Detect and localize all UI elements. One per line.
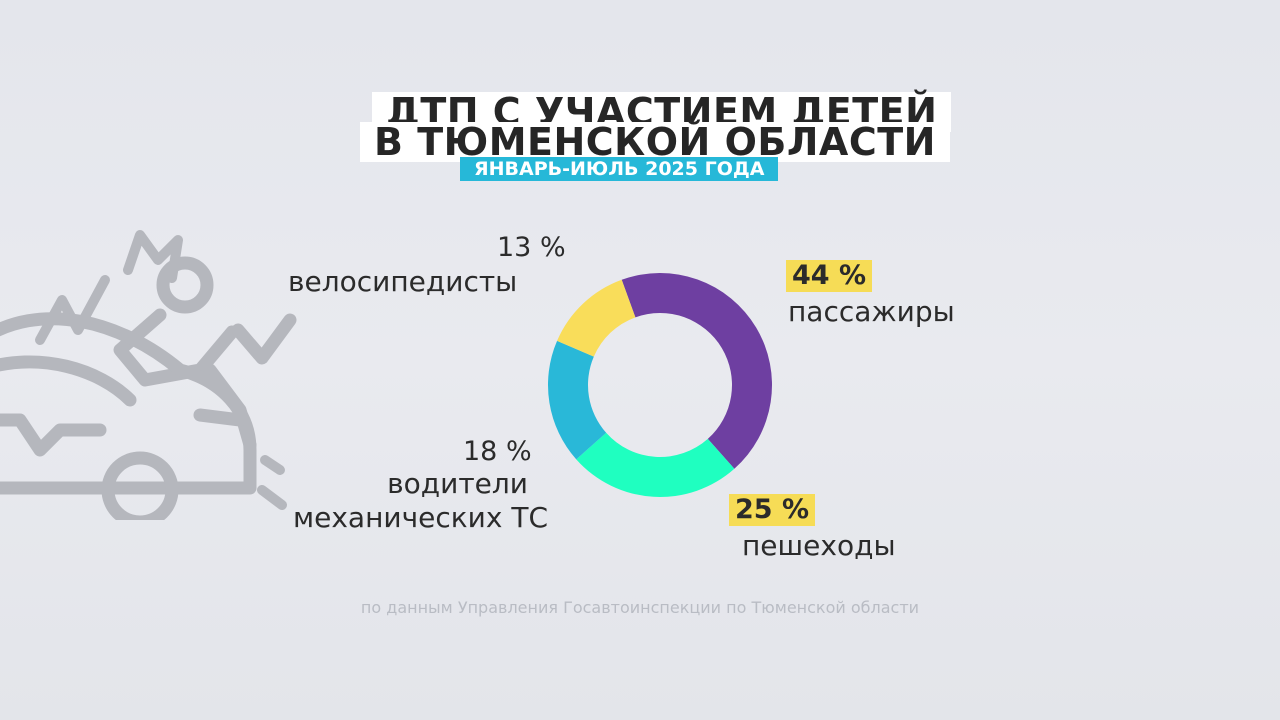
- drivers-label-line-1: водители: [387, 467, 528, 500]
- pedestrians-label: пешеходы: [742, 529, 896, 562]
- source-note: по данным Управления Госавтоинспекции по…: [360, 598, 920, 617]
- passengers-value-label: 44 %: [786, 260, 873, 292]
- drivers-value-label: 18 %: [463, 436, 532, 467]
- chart-title-line-1: ДТП С УЧАСТИЕМ ДЕТЕЙ: [372, 92, 952, 132]
- donut-chart: [548, 273, 772, 498]
- cyclists-label: велосипедисты: [288, 265, 518, 298]
- slice-drivers: [548, 340, 607, 460]
- slice-cyclists: [557, 279, 636, 357]
- drivers-label-line-2: механических ТС: [293, 501, 548, 534]
- pedestrians-value-label: 25 %: [729, 494, 816, 526]
- chart-subtitle: ЯНВАРЬ-ИЮЛЬ 2025 ГОДА: [460, 157, 779, 181]
- car-crash-icon: [0, 230, 297, 520]
- slice-pedestrians: [576, 432, 735, 498]
- passengers-label: пассажиры: [788, 295, 955, 328]
- chart-title-line-2: В ТЮМЕНСКОЙ ОБЛАСТИ: [360, 122, 950, 162]
- cyclists-value-label: 13 %: [497, 232, 566, 263]
- slice-passengers: [621, 273, 772, 469]
